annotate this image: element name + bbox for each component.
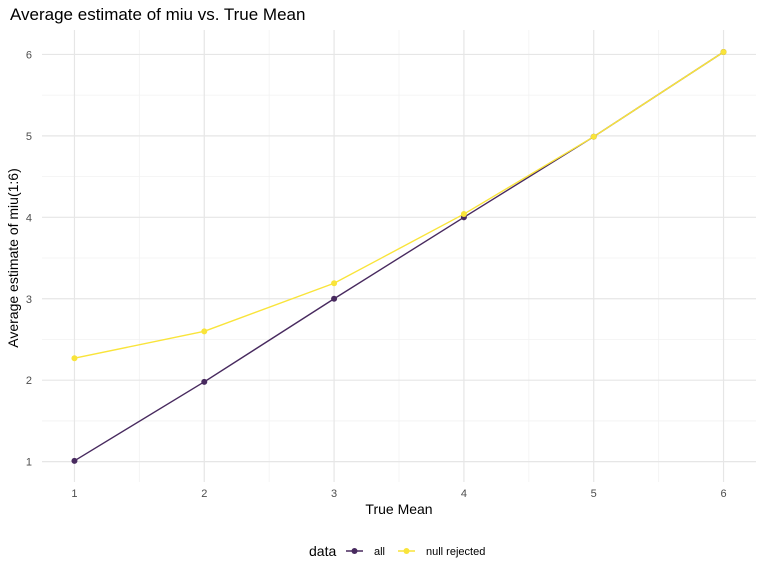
- x-axis-ticks: 1 2 3 4 5 6: [71, 488, 726, 500]
- grid-minor: [42, 30, 756, 482]
- x-tick-label: 6: [720, 488, 726, 500]
- legend-label: null rejected: [426, 546, 485, 558]
- x-tick-label: 1: [71, 488, 77, 500]
- y-tick-label: 1: [26, 457, 32, 469]
- data-point: [590, 133, 597, 140]
- x-tick-label: 2: [201, 488, 207, 500]
- legend-title: data: [309, 543, 336, 559]
- y-tick-label: 5: [26, 131, 32, 143]
- legend: data all null rejected: [309, 543, 485, 559]
- y-axis-title: Average estimate of miu(1:6): [5, 168, 21, 348]
- y-tick-label: 6: [26, 49, 32, 61]
- legend-items: all null rejected: [346, 546, 485, 558]
- legend-key-point: [351, 548, 358, 554]
- series-line: [74, 51, 724, 359]
- data-point: [71, 355, 78, 362]
- legend-label: all: [374, 546, 385, 558]
- x-tick-label: 4: [461, 488, 467, 500]
- plot-panel: [42, 30, 756, 482]
- grid-major: [42, 30, 756, 482]
- y-axis-ticks: 1 2 3 4 5 6: [26, 49, 32, 468]
- data-point: [201, 378, 208, 385]
- x-axis-title: True Mean: [365, 501, 432, 517]
- data-point: [71, 457, 78, 464]
- y-tick-label: 3: [26, 294, 32, 306]
- x-tick-label: 5: [591, 488, 597, 500]
- data-point: [331, 295, 338, 302]
- legend-key-point: [403, 548, 410, 554]
- data-point: [331, 280, 338, 287]
- data-point: [720, 48, 727, 55]
- y-tick-label: 4: [26, 212, 32, 224]
- series-layer: [71, 48, 727, 464]
- chart-title: Average estimate of miu vs. True Mean: [10, 5, 305, 24]
- y-tick-label: 2: [26, 375, 32, 387]
- data-point: [460, 211, 467, 218]
- x-tick-label: 3: [331, 488, 337, 500]
- data-point: [201, 328, 208, 335]
